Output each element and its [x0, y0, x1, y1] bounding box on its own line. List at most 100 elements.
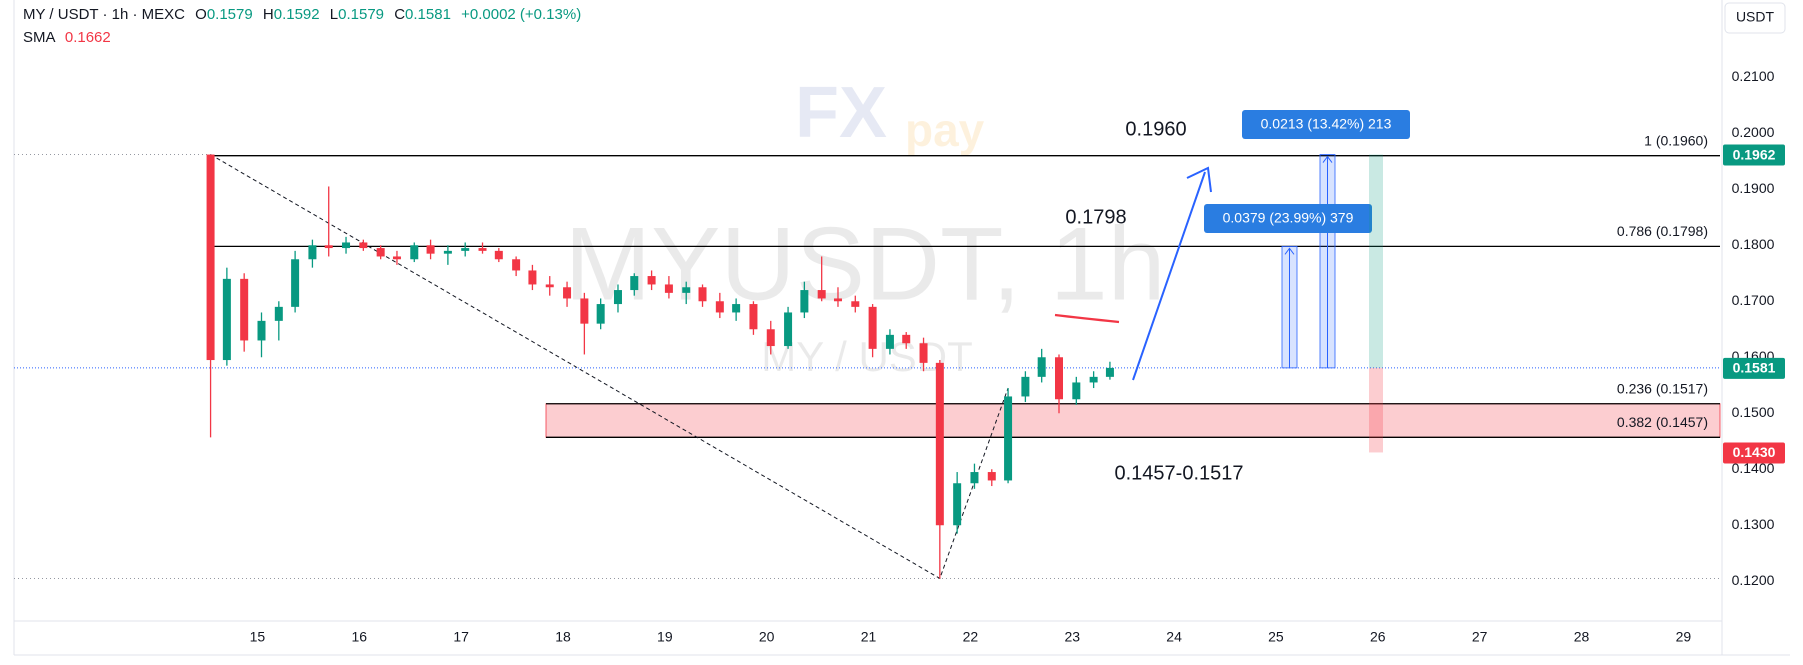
candle-body [868, 306, 877, 349]
candle-body [240, 278, 249, 341]
sma-value: 0.1662 [65, 29, 111, 46]
currency-button[interactable] [1724, 2, 1786, 34]
logo-fx: FX [795, 73, 887, 153]
x-tick-label: 20 [759, 629, 775, 645]
x-tick-label: 15 [250, 629, 266, 645]
measure-label: 0.0379 (23.99%) 379 [1223, 210, 1354, 226]
candle-body [919, 343, 928, 363]
candle-body [630, 276, 639, 291]
o-label: O [195, 6, 207, 23]
y-tick-label: 0.1300 [1732, 516, 1775, 532]
candle-body [970, 472, 979, 484]
c-value: 0.1581 [405, 6, 451, 23]
candle-body [953, 483, 962, 526]
projection-arrowhead [1186, 166, 1212, 193]
x-tick-label: 27 [1472, 629, 1488, 645]
candle-body [1089, 376, 1098, 383]
candle-body [342, 242, 351, 249]
candle-body [766, 329, 775, 347]
candle-body [987, 472, 996, 481]
y-tick-label: 0.2100 [1732, 68, 1775, 84]
candle-body [1021, 376, 1030, 397]
candle-body [528, 270, 537, 285]
candle-body [324, 245, 333, 249]
x-tick-label: 26 [1370, 629, 1386, 645]
candle-body [833, 298, 842, 302]
candle-body [257, 320, 266, 341]
x-tick-label: 28 [1574, 629, 1590, 645]
measure-box [1204, 204, 1372, 233]
candle-body [494, 250, 503, 260]
watermark-symbol: MYUSDT, 1h [564, 206, 1165, 322]
candle-body [902, 334, 911, 344]
candle-body [478, 248, 487, 251]
y-tick-label: 0.1500 [1732, 404, 1775, 420]
x-tick-label: 24 [1166, 629, 1182, 645]
candle-body [1037, 357, 1046, 377]
x-tick-label: 18 [555, 629, 571, 645]
price-tag-label: 0.1962 [1733, 146, 1776, 162]
price-tag-label: 0.1581 [1733, 360, 1776, 376]
candle-body [443, 250, 452, 254]
currency[interactable]: USDT [1736, 9, 1775, 25]
candle-body [664, 284, 673, 293]
legend-line: MY / USDT · 1h · MEXC O0.1579 H0.1592 L0… [23, 6, 581, 23]
stop-zone [1369, 367, 1383, 453]
candle-body [359, 242, 368, 249]
x-tick-label: 25 [1268, 629, 1284, 645]
candle-body [274, 306, 283, 321]
candle-body [461, 248, 470, 251]
y-tick-label: 0.1400 [1732, 460, 1775, 476]
candle-body [426, 245, 435, 254]
y-tick-label: 0.1900 [1732, 180, 1775, 196]
red-stroke [1054, 313, 1120, 324]
projection-arrow [1132, 171, 1206, 381]
measure-box [1242, 110, 1410, 139]
annotation: 0.1798 [1065, 206, 1126, 228]
o-value: 0.1579 [207, 6, 253, 23]
candle-body [308, 245, 317, 260]
candle-body [885, 334, 894, 349]
candle-body [800, 290, 809, 313]
candle-body [749, 304, 758, 330]
candle-body [410, 245, 419, 260]
x-tick-label: 17 [453, 629, 469, 645]
measure-label: 0.0213 (13.42%) 213 [1261, 116, 1392, 132]
x-tick-label: 16 [351, 629, 367, 645]
measure-arrowhead [1284, 247, 1295, 255]
logo-pay: pay [905, 104, 985, 156]
y-tick-label: 0.1200 [1732, 572, 1775, 588]
candle-body [512, 259, 521, 271]
candle-body [563, 287, 572, 299]
price-tag [1723, 144, 1785, 166]
candle-body [596, 304, 605, 324]
y-tick-label: 0.2000 [1732, 124, 1775, 140]
candle-body [682, 287, 691, 293]
l-label: L [330, 6, 338, 23]
candle-body [376, 248, 385, 257]
candle-body [698, 287, 707, 302]
candle-body [784, 312, 793, 347]
candle-body [222, 278, 231, 361]
annotation: 0.1960 [1125, 118, 1186, 140]
candle-body [817, 290, 826, 299]
candle-body [1055, 357, 1063, 400]
x-tick-label: 23 [1064, 629, 1080, 645]
price-tag [1723, 357, 1785, 379]
c-label: C [394, 6, 405, 23]
candle-body [580, 298, 589, 324]
y-tick-label: 0.1800 [1732, 236, 1775, 252]
target-zone [1369, 154, 1383, 368]
price-tag-label: 0.1430 [1733, 444, 1776, 460]
annotation: 0.1457-0.1517 [1114, 462, 1243, 484]
candle-body [851, 301, 860, 307]
candle-body [647, 276, 656, 285]
x-tick-label: 19 [657, 629, 673, 645]
candle-body [732, 304, 741, 313]
candle-body [613, 290, 622, 305]
candle-body [206, 154, 215, 361]
symbol: MY / USDT · 1h · MEXC [23, 6, 185, 23]
